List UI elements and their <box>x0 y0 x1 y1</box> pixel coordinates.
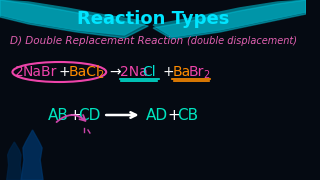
Text: (double displacement): (double displacement) <box>188 36 298 46</box>
Text: D) Double Replacement Reaction: D) Double Replacement Reaction <box>10 36 183 46</box>
Polygon shape <box>7 142 22 180</box>
Polygon shape <box>0 0 148 38</box>
Text: +: + <box>69 107 82 123</box>
Text: +: + <box>163 65 174 79</box>
Polygon shape <box>0 0 148 35</box>
Text: +: + <box>167 107 180 123</box>
Text: 2Na: 2Na <box>120 65 147 79</box>
Text: CD: CD <box>78 107 101 123</box>
Text: BaCl: BaCl <box>69 65 101 79</box>
Text: Ba: Ba <box>172 65 190 79</box>
Text: AB: AB <box>48 107 69 123</box>
Text: →: → <box>109 65 121 79</box>
Text: Br: Br <box>188 65 204 79</box>
Text: +: + <box>58 65 70 79</box>
Text: NaBr: NaBr <box>23 65 57 79</box>
Text: 2: 2 <box>203 70 209 80</box>
Text: 2: 2 <box>98 70 104 80</box>
Text: Reaction Types: Reaction Types <box>77 10 229 28</box>
Text: CB: CB <box>177 107 198 123</box>
Text: Cl: Cl <box>142 65 156 79</box>
Polygon shape <box>153 0 306 39</box>
Text: AD: AD <box>146 107 168 123</box>
Text: 2: 2 <box>15 65 24 79</box>
Polygon shape <box>153 0 306 37</box>
Polygon shape <box>21 130 43 180</box>
